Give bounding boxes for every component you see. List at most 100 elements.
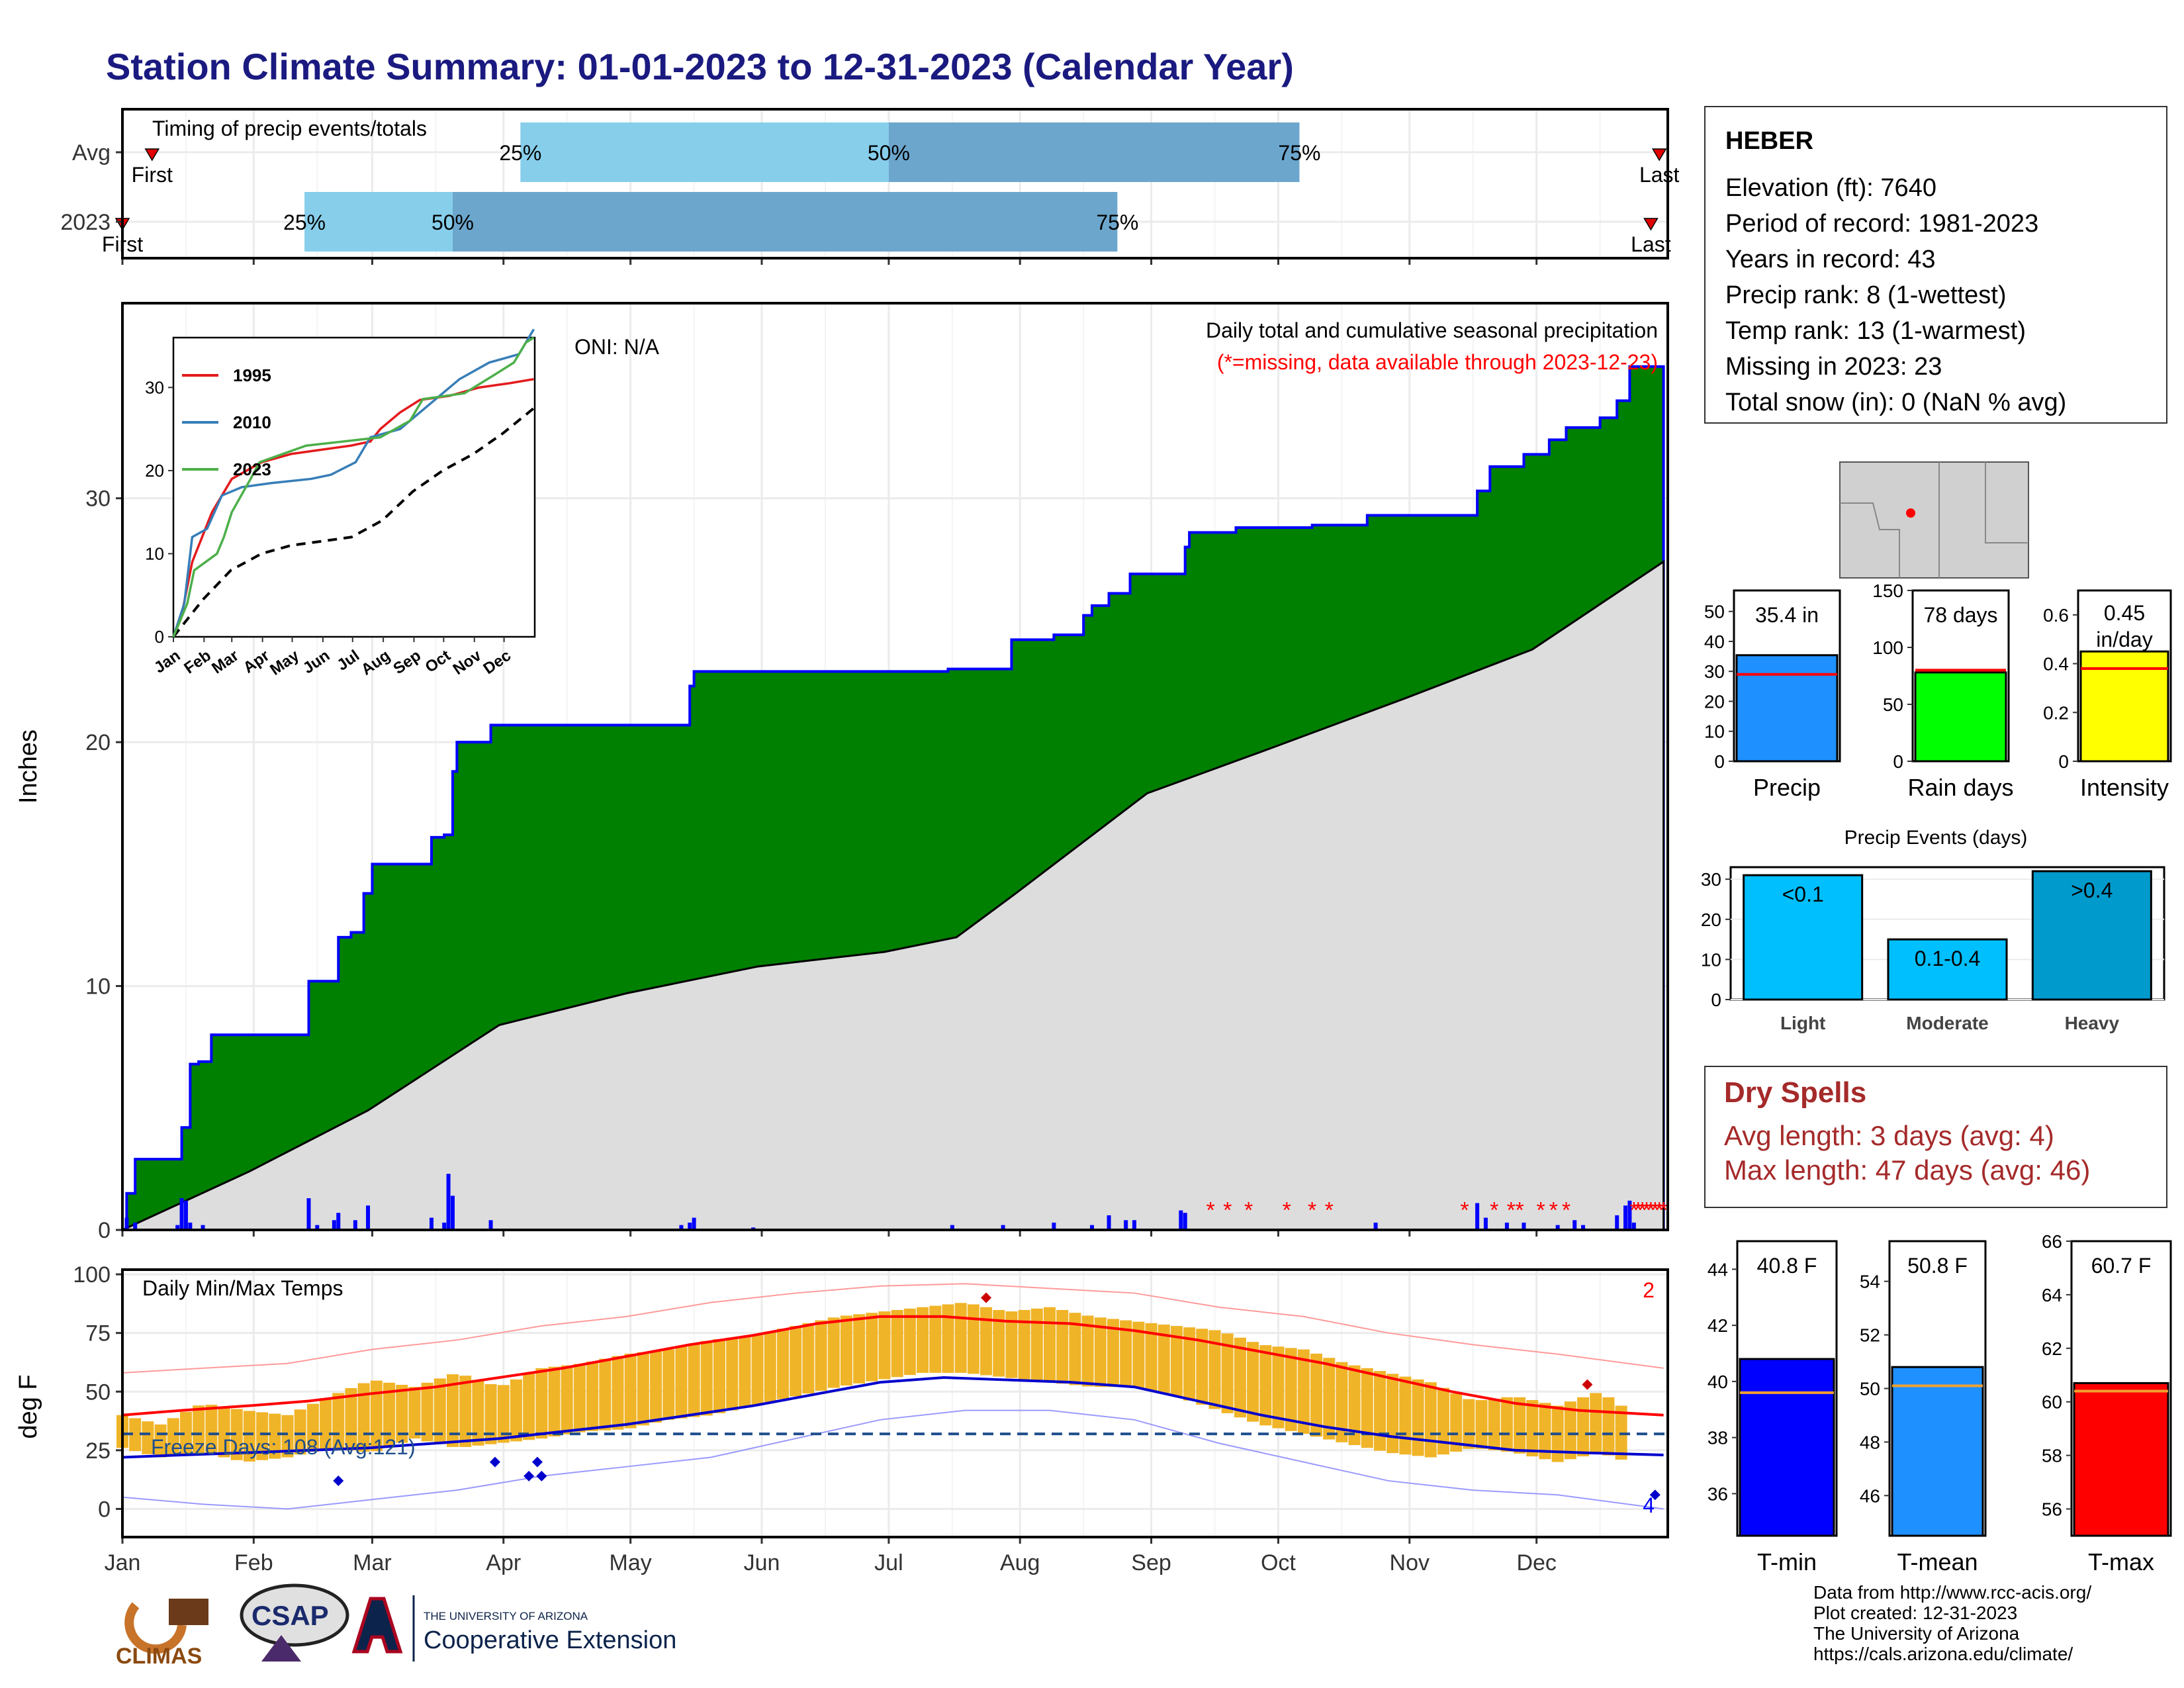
temps-title: Daily Min/Max Temps bbox=[142, 1276, 343, 1300]
ua-logo: THE UNIVERSITY OF ARIZONA Cooperative Ex… bbox=[351, 1595, 676, 1662]
temps-daily-range-bar bbox=[218, 1407, 230, 1458]
tbar-tick-label-y: 56 bbox=[2042, 1499, 2062, 1520]
temps-tick-label-x: Oct bbox=[1261, 1550, 1296, 1575]
temperature-summary-bars: 36 38 40 42 44 T-min 40.8 F 46 48 50 52 54 T-mean 50.… bbox=[1707, 1231, 2172, 1575]
temps-daily-range-bar bbox=[980, 1307, 993, 1376]
temps-daily-range-bar bbox=[129, 1418, 142, 1452]
station-info-box: HEBER Elevation (ft): 7640 Period of rec… bbox=[1704, 106, 2167, 424]
temps-record-min-line bbox=[122, 1409, 1664, 1510]
precip-missing-marker: * bbox=[1638, 1198, 1647, 1223]
temps-daily-range-bar bbox=[1069, 1313, 1081, 1385]
temps-daily-range-bar bbox=[586, 1361, 599, 1431]
temps-daily-range-bar bbox=[790, 1326, 802, 1397]
precip-daily-bar bbox=[315, 1225, 320, 1230]
timing-pct-label: 50% bbox=[432, 211, 474, 234]
footer-line-url: https://cals.arizona.edu/climate/ bbox=[1813, 1644, 2073, 1664]
temps-daily-range-bar bbox=[1005, 1311, 1018, 1378]
precip-daily-bar bbox=[1107, 1215, 1111, 1230]
temps-daily-range-bar bbox=[408, 1387, 421, 1439]
temps-record-high-marker bbox=[1582, 1379, 1593, 1390]
station-temp-rank: Temp rank: 13 (1-warmest) bbox=[1725, 317, 2026, 345]
events-bar-label: >0.4 bbox=[2071, 878, 2113, 902]
precip-subtitle: (*=missing, data available through 2023-… bbox=[1217, 350, 1658, 374]
temps-daily-range-bar bbox=[942, 1304, 954, 1373]
events-bar-Moderate bbox=[1887, 938, 2008, 1001]
temps-daily-range-bar bbox=[523, 1374, 535, 1440]
temperature-chart: 0 25 50 75 100 Daily Min/Max Temps Freeze Days… bbox=[15, 1262, 1669, 1575]
tbar-tick-label-y: 44 bbox=[1707, 1259, 1728, 1280]
temps-daily-range-bar bbox=[650, 1350, 662, 1423]
temps-daily-range-bar bbox=[878, 1311, 891, 1380]
temps-daily-range-bar bbox=[535, 1368, 548, 1439]
sbar-bar-Rain days bbox=[1914, 671, 2007, 763]
inset-tick-label-y: 20 bbox=[145, 461, 164, 481]
temps-daily-range-bar bbox=[1030, 1308, 1043, 1381]
sbar-label: Precip bbox=[1753, 774, 1821, 801]
sbar-tick-label-y: 50 bbox=[1704, 602, 1725, 622]
dry-spells-avg: Avg length: 3 days (avg: 4) bbox=[1724, 1120, 2054, 1151]
timing-last-label: Last bbox=[1639, 163, 1680, 187]
temps-daily-range-bar bbox=[269, 1413, 281, 1459]
precip-missing-marker: * bbox=[1536, 1198, 1545, 1223]
tbar-tick-label-y: 64 bbox=[2042, 1285, 2062, 1305]
temps-daily-range-bar bbox=[142, 1421, 154, 1454]
precip-daily-bar bbox=[306, 1198, 311, 1230]
timing-first-marker bbox=[144, 148, 160, 162]
temps-daily-range-bar bbox=[1196, 1329, 1208, 1405]
footer-line-plot-created: Plot created: 12-31-2023 bbox=[1813, 1603, 2018, 1623]
inset-legend-label: 1995 bbox=[233, 365, 271, 385]
temps-daily-range-bar bbox=[840, 1315, 852, 1386]
station-elevation: Elevation (ft): 7640 bbox=[1725, 174, 1936, 202]
station-precip-rank: Precip rank: 8 (1-wettest) bbox=[1725, 281, 2007, 309]
temps-daily-range-bar bbox=[561, 1365, 573, 1434]
tbar-label: T-mean bbox=[1897, 1548, 1978, 1575]
temps-daily-range-bar bbox=[193, 1405, 205, 1454]
precip-daily-bar bbox=[366, 1205, 371, 1230]
temps-daily-range-bar bbox=[1285, 1348, 1297, 1431]
inset-tick-label-y: 0 bbox=[155, 627, 164, 647]
precip-daily-bar bbox=[1183, 1213, 1187, 1230]
temps-daily-range-bar bbox=[167, 1418, 179, 1456]
footer-line-data-source: Data from http://www.rcc-acis.org/ bbox=[1813, 1582, 2092, 1603]
csap-text: CSAP bbox=[251, 1600, 329, 1631]
precip-daily-bar bbox=[1001, 1225, 1005, 1230]
temps-daily-range-bar bbox=[573, 1364, 586, 1432]
temps-daily-range-bar bbox=[459, 1376, 472, 1447]
precip-tick-label-y: 30 bbox=[85, 487, 111, 512]
timing-bar-q1-Avg bbox=[520, 122, 889, 182]
timing-pct-label: 50% bbox=[868, 141, 910, 165]
temps-daily-range-bar bbox=[1056, 1309, 1069, 1384]
precip-daily-bar bbox=[1555, 1225, 1560, 1230]
temps-daily-range-bar bbox=[1463, 1399, 1475, 1449]
temps-daily-range-bar bbox=[624, 1353, 637, 1429]
tbar-tick-label-y: 60 bbox=[2042, 1392, 2062, 1413]
precip-missing-marker: * bbox=[1549, 1198, 1558, 1223]
sbar-bar-Precip bbox=[1735, 654, 1839, 763]
sbar-tick-label-y: 0.2 bbox=[2043, 702, 2069, 723]
logos-svg: CLIMAS CSAP THE UNIVERSITY OF ARIZONA Co… bbox=[116, 1583, 676, 1669]
events-bar-Heavy bbox=[2031, 870, 2152, 1001]
precip-events-chart: Precip Events (days) 0 10 20 30 <0.1 Light 0.1-… bbox=[1701, 827, 2165, 1033]
precip-daily-bar bbox=[1581, 1225, 1586, 1230]
sbar-tick-label-y: 0 bbox=[2058, 751, 2069, 772]
temps-daily-range-bar bbox=[1208, 1330, 1221, 1409]
temps-tick-label-y: 100 bbox=[73, 1262, 111, 1288]
temps-tick-label-x: Jan bbox=[105, 1550, 141, 1575]
tbar-label: T-min bbox=[1757, 1548, 1817, 1575]
timing-panel-border bbox=[121, 108, 1669, 259]
sbar-tick-label-y: 0.4 bbox=[2043, 654, 2069, 675]
station-total-snow: Total snow (in): 0 (NaN % avg) bbox=[1725, 389, 2067, 416]
temps-record-max-line bbox=[122, 1283, 1664, 1374]
precip-missing-marker: * bbox=[1651, 1198, 1659, 1223]
station-period: Period of record: 1981-2023 bbox=[1725, 210, 2039, 238]
sbar-value-label: 0.45 bbox=[2104, 601, 2145, 625]
precip-daily-bar bbox=[1504, 1222, 1509, 1230]
temps-tick-label-x: Feb bbox=[234, 1550, 273, 1575]
events-tick-label-y: 0 bbox=[1711, 990, 1721, 1010]
precip-daily-bar bbox=[332, 1220, 336, 1230]
precip-daily-bar bbox=[679, 1225, 684, 1230]
timing-pct-label: 75% bbox=[1278, 141, 1320, 165]
timing-last-label: Last bbox=[1631, 232, 1671, 256]
sbar-label: Intensity bbox=[2080, 774, 2169, 801]
